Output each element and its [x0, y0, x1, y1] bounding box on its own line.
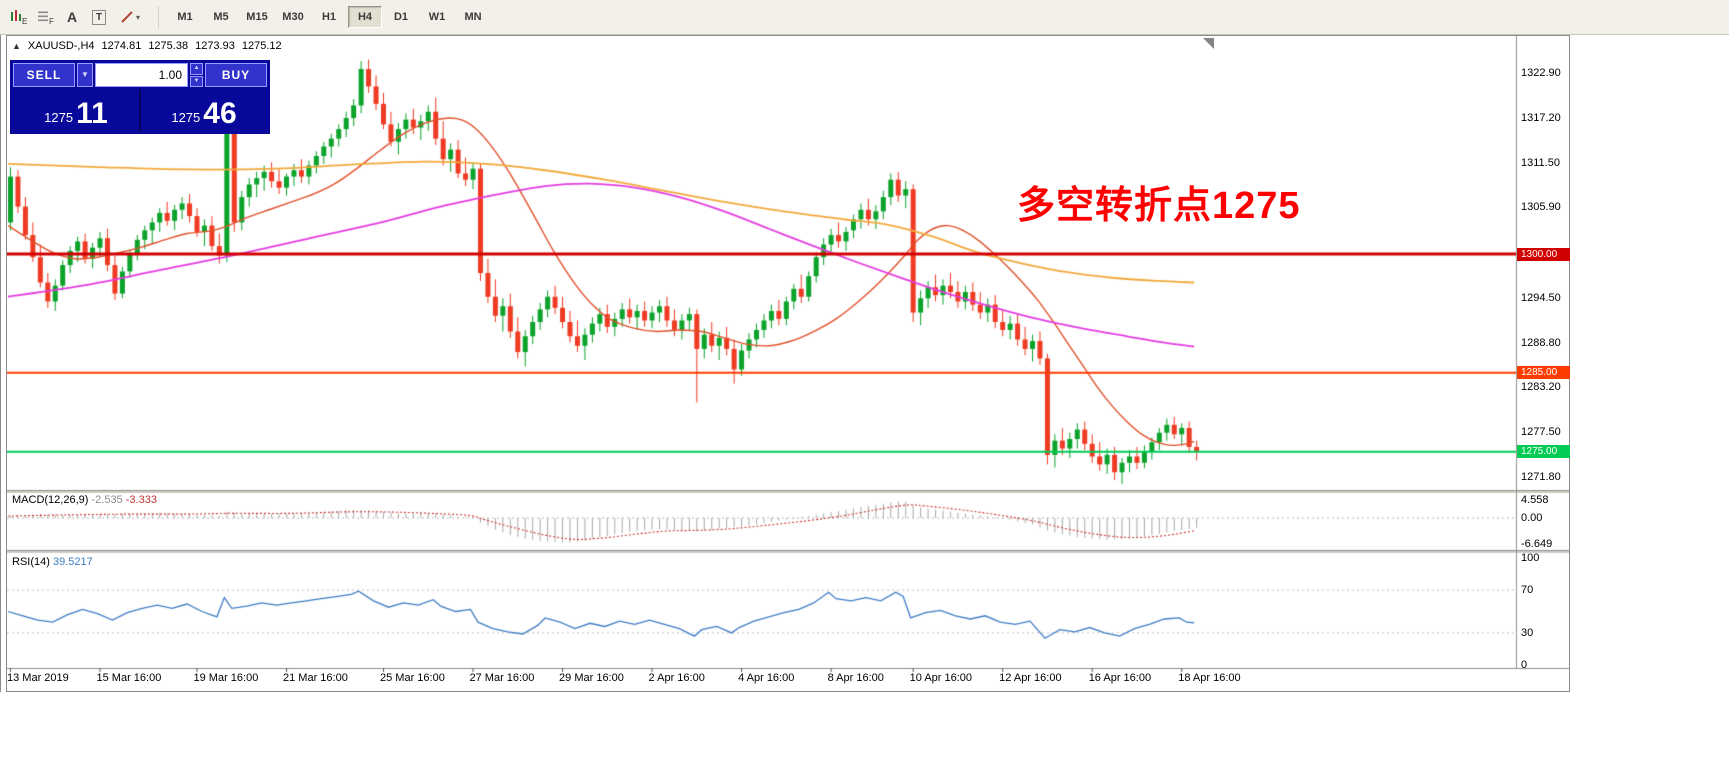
template-tool-glyph: T: [91, 9, 107, 25]
symbol-name: XAUUSD-,H4: [27, 40, 95, 52]
timeframe-button-m1[interactable]: M1: [177, 11, 193, 23]
text-tool-glyph: A: [66, 9, 78, 25]
rsi-axis-label: 100: [1521, 552, 1540, 564]
chart-shift-marker[interactable]: [1203, 38, 1214, 49]
sell-price-pips: 11: [76, 97, 108, 130]
hline-price-tag: 1300.00: [1517, 247, 1570, 261]
price-high: 1275.38: [148, 40, 189, 52]
one-click-trade-panel: SELL ▼ 1.00 ▲ ▼ BUY 1275 11 1275 46: [10, 60, 270, 134]
price-axis-label: 1294.50: [1521, 291, 1561, 304]
chart-e-icon[interactable]: E: [6, 4, 30, 30]
buy-price-pips: 46: [203, 97, 237, 130]
time-axis-label: 4 Apr 16:00: [738, 672, 795, 684]
macd-axis-label: 0.00: [1521, 512, 1543, 524]
timeframe-buttons: M1 M5 M15 M30 H1 H4 D1 W1 MN: [168, 6, 492, 28]
volume-spinner: ▲ ▼: [190, 63, 203, 87]
price-axis-label: 1305.90: [1521, 201, 1561, 214]
rsi-axis-label: 0: [1521, 659, 1528, 671]
time-axis-label: 15 Mar 16:00: [96, 672, 162, 684]
timeframe-button-mn[interactable]: MN: [464, 11, 482, 23]
price-low: 1273.93: [195, 40, 235, 52]
chart-canvas[interactable]: [7, 36, 1569, 691]
price-axis-label: 1317.20: [1521, 112, 1561, 125]
toolbar-separator: [158, 6, 159, 28]
rsi-axis-label: 70: [1521, 584, 1534, 597]
svg-text:F: F: [49, 17, 54, 25]
time-axis-label: 8 Apr 16:00: [827, 672, 884, 684]
price-close: 1275.12: [241, 40, 282, 52]
time-axis-label: 12 Apr 16:00: [999, 672, 1062, 684]
price-open: 1274.81: [101, 40, 142, 52]
macd-label: MACD(12,26,9) -2.535 -3.333: [12, 494, 157, 506]
rsi-label: RSI(14) 39.5217: [12, 556, 93, 568]
volume-down-button[interactable]: ▼: [190, 75, 203, 87]
rsi-value: 39.5217: [52, 556, 93, 568]
timeframe-button-h1[interactable]: H1: [321, 11, 337, 23]
macd-signal-value: -3.333: [125, 494, 157, 506]
buy-price-display: 1275 46: [141, 89, 267, 131]
price-axis-label: 1288.80: [1521, 336, 1561, 349]
buy-price-main: 1275: [171, 110, 201, 125]
sell-button[interactable]: SELL: [13, 63, 75, 87]
timeframe-button-d1[interactable]: D1: [393, 11, 409, 23]
time-axis-label: 16 Apr 16:00: [1088, 672, 1152, 684]
time-axis-label: 21 Mar 16:00: [283, 672, 348, 684]
time-axis-label: 27 Mar 16:00: [469, 672, 535, 684]
price-axis-label: 1322.90: [1521, 67, 1561, 79]
chart-window: ▲ XAUUSD-,H4 1274.81 1275.38 1273.93 127…: [6, 35, 1570, 692]
price-axis-label: 1277.50: [1521, 425, 1561, 438]
macd-axis-label: 4.558: [1521, 494, 1549, 507]
timeframe-button-m30[interactable]: M30: [282, 11, 304, 23]
price-axis-label: 1311.50: [1521, 157, 1560, 170]
macd-main-value: -2.535: [91, 494, 123, 506]
time-axis-label: 19 Mar 16:00: [193, 672, 259, 684]
svg-text:E: E: [22, 17, 27, 25]
timeframe-button-w1[interactable]: W1: [428, 11, 446, 23]
sell-price-main: 1275: [44, 110, 74, 125]
buy-button[interactable]: BUY: [205, 63, 267, 87]
collapse-arrow-icon[interactable]: ▲: [12, 41, 21, 51]
volume-up-button[interactable]: ▲: [190, 63, 203, 75]
chart-text-annotation[interactable]: 多空转折点1275: [1017, 185, 1301, 227]
volume-input[interactable]: 1.00: [95, 63, 188, 87]
price-divider: [139, 89, 141, 131]
macd-title: MACD(12,26,9): [12, 494, 89, 506]
time-axis-label: 2 Apr 16:00: [648, 672, 705, 684]
text-tool-icon[interactable]: A: [60, 4, 84, 30]
time-axis-label: 29 Mar 16:00: [559, 672, 624, 684]
toolbar: E F A T ▾ M1 M5 M15 M30 H1 H4 D1 W1 MN: [0, 0, 1729, 35]
template-tool-icon[interactable]: T: [87, 4, 111, 30]
hline-price-tag: 1285.00: [1517, 366, 1570, 380]
volume-dropdown-button[interactable]: ▼: [77, 63, 93, 87]
time-axis-label: 13 Mar 2019: [7, 672, 69, 684]
rsi-axis-label: 30: [1521, 626, 1534, 639]
hline-price-tag: 1275.00: [1517, 445, 1570, 459]
chart-f-icon[interactable]: F: [33, 4, 57, 30]
timeframe-button-m15[interactable]: M15: [246, 11, 268, 23]
drawing-tool-icon[interactable]: ▾: [114, 4, 146, 30]
time-axis-label: 25 Mar 16:00: [380, 672, 445, 684]
sell-price-display: 1275 11: [13, 89, 139, 131]
macd-axis-label: -6.649: [1521, 537, 1553, 550]
time-axis-label: 18 Apr 16:00: [1178, 672, 1241, 684]
timeframe-button-m5[interactable]: M5: [213, 11, 229, 23]
price-axis-label: 1271.80: [1521, 470, 1561, 483]
window-left-border: [0, 35, 1, 692]
timeframe-button-h4[interactable]: H4: [348, 6, 382, 28]
rsi-title: RSI(14): [12, 556, 50, 568]
symbol-info: ▲ XAUUSD-,H4 1274.81 1275.38 1273.93 127…: [12, 40, 282, 52]
time-axis-label: 10 Apr 16:00: [909, 672, 973, 684]
dropdown-caret-icon: ▾: [135, 12, 140, 22]
price-axis-label: 1283.20: [1521, 380, 1561, 393]
